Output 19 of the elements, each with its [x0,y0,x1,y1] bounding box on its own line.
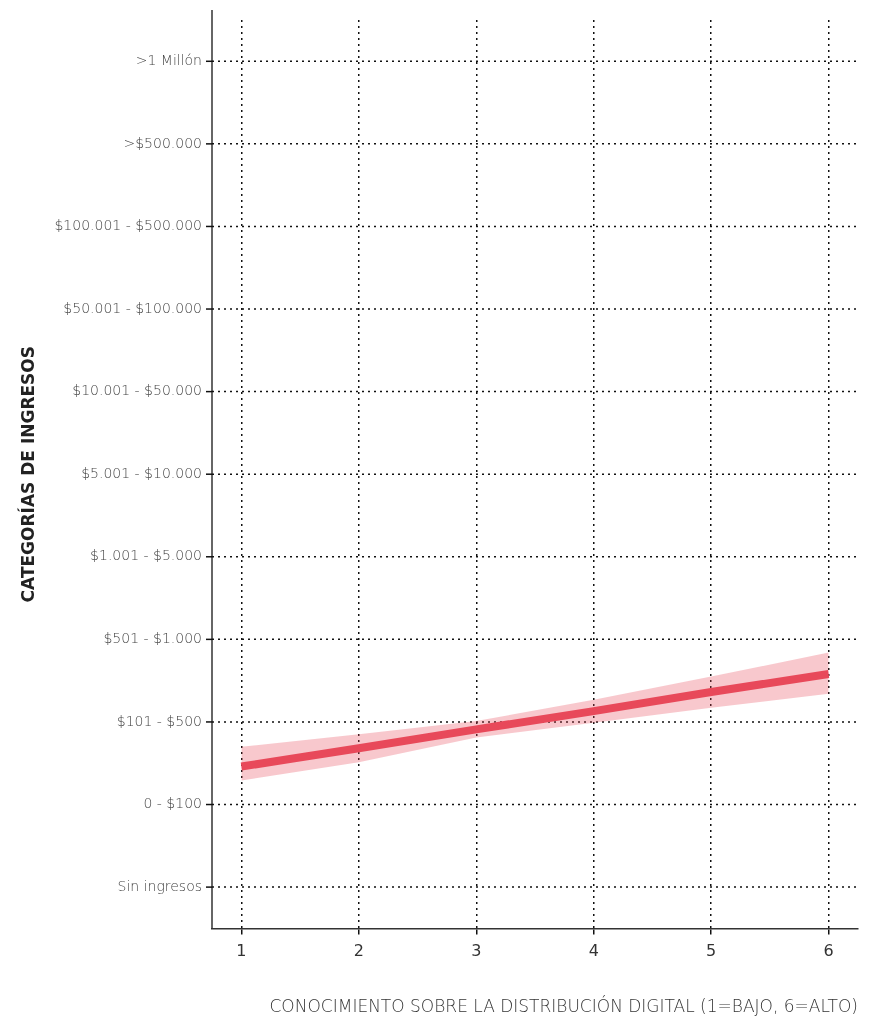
text: 0 - $100 [143,795,202,812]
text: $50.001 - $100.000 [63,299,202,316]
text: $10.001 - $50.000 [72,382,202,399]
text: >1 Millón [135,51,202,68]
x-tick-label: 5 [706,941,717,961]
text: CATEGORÍAS DE INGRESOS [17,345,39,603]
text: Sin ingresos [117,877,202,894]
text: >$500.000 [123,134,202,151]
text: $101 - $500 [116,712,202,729]
text: $501 - $1.000 [103,630,202,646]
x-axis-title: CONOCIMIENTO SOBRE LA DISTRIBUCIÓN DIGITAL (1=BAJO, 6=ALTO) [269,995,858,1017]
text: $1.001 - $5.000 [90,547,202,564]
x-tick-label: 1 [236,941,247,961]
text: $100.001 - $500.000 [54,217,202,234]
x-tick-label: 2 [353,941,364,961]
x-tick-label: 6 [823,941,834,961]
x-tick-label: 4 [588,941,599,961]
x-tick-label: 3 [471,941,482,961]
text: $5.001 - $10.000 [81,464,202,481]
